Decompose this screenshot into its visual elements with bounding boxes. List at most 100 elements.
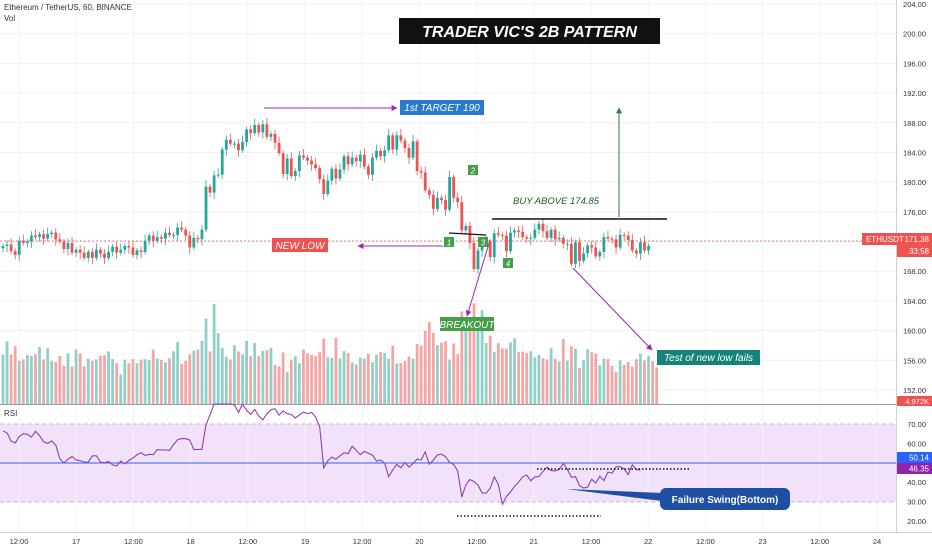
candle-body[interactable] <box>630 240 634 251</box>
candle-body[interactable] <box>38 234 41 238</box>
candle-body[interactable] <box>476 250 480 270</box>
candle-body[interactable] <box>643 242 646 251</box>
candle-body[interactable] <box>302 155 305 158</box>
candle-body[interactable] <box>17 240 21 255</box>
candle-body[interactable] <box>594 247 598 257</box>
candle-body[interactable] <box>586 245 590 254</box>
candle-body[interactable] <box>293 171 297 177</box>
candle-body[interactable] <box>525 237 529 239</box>
candle-body[interactable] <box>273 133 277 143</box>
candle-body[interactable] <box>407 148 411 158</box>
candle-body[interactable] <box>342 156 346 170</box>
candle-body[interactable] <box>54 232 58 240</box>
candle-body[interactable] <box>346 156 350 165</box>
candle-body[interactable] <box>387 135 391 151</box>
candle-body[interactable] <box>415 141 419 172</box>
candle-body[interactable] <box>399 135 403 141</box>
candle-body[interactable] <box>265 124 269 137</box>
candle-body[interactable] <box>135 250 139 255</box>
candle-body[interactable] <box>123 245 127 250</box>
candle-body[interactable] <box>13 251 17 255</box>
candle-body[interactable] <box>362 154 366 167</box>
candle-body[interactable] <box>574 242 577 264</box>
candle-body[interactable] <box>70 243 74 253</box>
candle-body[interactable] <box>21 240 25 244</box>
candle-body[interactable] <box>253 124 257 134</box>
price-pane[interactable] <box>0 0 896 404</box>
candle-body[interactable] <box>338 169 342 179</box>
candle-body[interactable] <box>131 247 135 255</box>
candle-body[interactable] <box>452 176 456 198</box>
candle-body[interactable] <box>419 171 423 173</box>
candle-body[interactable] <box>25 241 29 244</box>
candle-body[interactable] <box>513 230 516 233</box>
candle-body[interactable] <box>545 231 549 238</box>
candle-body[interactable] <box>322 179 326 195</box>
candle-body[interactable] <box>224 139 228 150</box>
candle-body[interactable] <box>570 243 573 264</box>
candle-body[interactable] <box>164 232 167 239</box>
candle-body[interactable] <box>427 190 431 195</box>
candle-body[interactable] <box>460 202 464 231</box>
candle-body[interactable] <box>626 235 630 241</box>
candle-body[interactable] <box>326 180 330 195</box>
candle-body[interactable] <box>488 241 492 258</box>
candle-body[interactable] <box>196 237 200 240</box>
candle-body[interactable] <box>1 245 5 249</box>
candle-body[interactable] <box>261 124 265 133</box>
candle-body[interactable] <box>184 229 188 236</box>
candle-body[interactable] <box>74 249 78 253</box>
candle-body[interactable] <box>383 150 387 157</box>
candle-body[interactable] <box>472 243 476 270</box>
candle-body[interactable] <box>172 234 175 236</box>
candle-body[interactable] <box>233 143 236 145</box>
candle-body[interactable] <box>590 245 594 248</box>
candle-body[interactable] <box>606 237 610 239</box>
candle-body[interactable] <box>143 240 147 252</box>
candle-body[interactable] <box>395 135 399 150</box>
candle-body[interactable] <box>188 235 192 248</box>
candle-body[interactable] <box>99 249 102 254</box>
candle-body[interactable] <box>168 232 171 235</box>
candle-body[interactable] <box>565 243 569 245</box>
candle-body[interactable] <box>249 129 253 134</box>
candle-body[interactable] <box>318 168 322 180</box>
candle-body[interactable] <box>289 158 293 177</box>
candle-body[interactable] <box>411 141 415 158</box>
candle-body[interactable] <box>46 234 50 239</box>
candle-body[interactable] <box>371 157 374 175</box>
candle-body[interactable] <box>176 227 179 235</box>
candle-body[interactable] <box>634 250 638 254</box>
candle-body[interactable] <box>245 129 248 143</box>
candle-body[interactable] <box>86 251 90 258</box>
candle-body[interactable] <box>610 238 614 240</box>
candle-body[interactable] <box>367 166 370 175</box>
candle-body[interactable] <box>103 253 106 258</box>
candle-body[interactable] <box>541 223 545 232</box>
candle-body[interactable] <box>537 223 541 230</box>
candle-body[interactable] <box>159 237 163 239</box>
candle-body[interactable] <box>549 229 553 238</box>
candle-body[interactable] <box>204 186 208 230</box>
candle-body[interactable] <box>517 230 521 232</box>
candle-body[interactable] <box>66 243 70 249</box>
candle-body[interactable] <box>107 251 110 258</box>
candle-body[interactable] <box>403 140 407 149</box>
candle-body[interactable] <box>269 133 273 137</box>
candles[interactable] <box>1 117 650 274</box>
candle-body[interactable] <box>334 168 338 179</box>
candle-body[interactable] <box>505 235 508 252</box>
candle-body[interactable] <box>436 197 439 209</box>
candle-body[interactable] <box>310 160 313 165</box>
candle-body[interactable] <box>358 154 362 162</box>
candle-body[interactable] <box>58 239 62 242</box>
candle-body[interactable] <box>285 158 289 174</box>
candle-body[interactable] <box>500 234 504 236</box>
candle-body[interactable] <box>553 229 557 240</box>
candle-body[interactable] <box>431 194 435 209</box>
candle-body[interactable] <box>533 229 537 238</box>
candle-body[interactable] <box>314 164 318 169</box>
candle-body[interactable] <box>297 155 301 172</box>
